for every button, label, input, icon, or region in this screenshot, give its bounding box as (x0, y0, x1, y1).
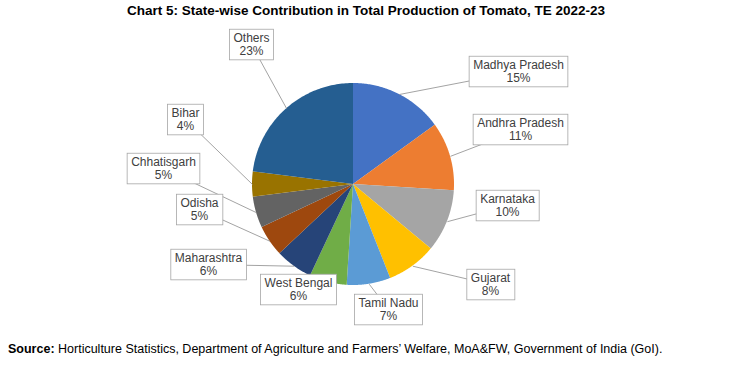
svg-text:Andhra Pradesh11%: Andhra Pradesh11% (477, 116, 564, 143)
svg-text:West Bengal6%: West Bengal6% (265, 276, 333, 303)
svg-text:Karnataka10%: Karnataka10% (480, 192, 535, 219)
svg-text:Chhatisgarh5%: Chhatisgarh5% (131, 155, 196, 182)
svg-text:Tamil Nadu7%: Tamil Nadu7% (358, 296, 418, 323)
html-text:Source: Horticulture Statistic: Source: Horticulture Statistics, Departm… (8, 342, 663, 356)
svg-text:Bihar4%: Bihar4% (171, 106, 199, 133)
svg-text:Maharashtra6%: Maharashtra6% (175, 251, 243, 278)
html-text:Chart 5: State-wise Contributi: Chart 5: State-wise Contribution in Tota… (127, 3, 605, 18)
svg-text:Odisha5%: Odisha5% (180, 196, 218, 223)
svg-text:Others23%: Others23% (233, 31, 269, 58)
svg-text:Gujarat8%: Gujarat8% (471, 271, 511, 298)
svg-text:Madhya Pradesh15%: Madhya Pradesh15% (473, 58, 564, 85)
